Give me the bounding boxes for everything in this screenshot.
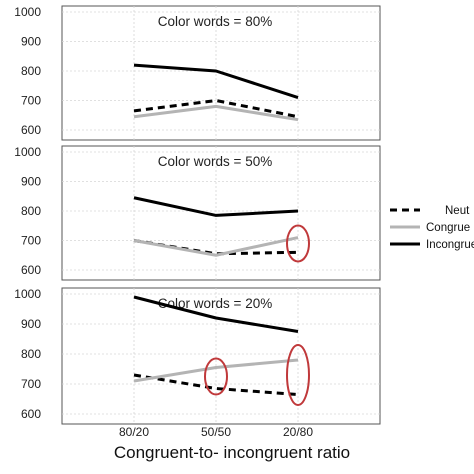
panel-title: Color words = 50% [158,154,272,169]
y-tick-label: 900 [21,175,41,189]
y-tick-label: 1000 [14,145,41,159]
highlight-ellipse [286,344,310,406]
chart-panel: 600 700 800 900 1000 Color words = 20% [14,287,381,425]
series-line [133,99,299,119]
series-line [133,236,299,257]
series-line [133,63,299,99]
x-tick-label: 20/80 [283,425,313,439]
y-tick-label: 800 [21,64,41,78]
y-tick-label: 800 [21,347,41,361]
chart-panels: 600 700 800 900 1000 Color words = 80% 600 700 8… [14,5,381,439]
panel-frame [61,145,381,281]
series-line [133,196,299,217]
x-tick-label: 80/20 [119,425,149,439]
y-tick-label: 1000 [14,5,41,19]
chart-panel: 600 700 800 900 1000 Color words = 50% [14,145,381,281]
y-tick-label: 600 [21,123,41,137]
chart-legend: Neut Congrue Incongrue [390,205,474,251]
y-tick-label: 900 [21,35,41,49]
legend-label: Congrue [426,222,470,234]
y-tick-label: 900 [21,317,41,331]
y-tick-label: 700 [21,234,41,248]
y-tick-label: 1000 [14,287,41,301]
panel-frame [61,287,381,425]
y-tick-label: 600 [21,263,41,277]
x-tick-label: 50/50 [201,425,231,439]
series-line [133,295,299,333]
series-line [133,373,299,396]
panel-title: Color words = 80% [158,14,272,29]
legend-label: Incongrue [426,239,474,251]
y-tick-label: 700 [21,94,41,108]
series-line [133,358,299,383]
y-tick-label: 700 [21,377,41,391]
x-axis-label: Congruent-to- incongruent ratio [114,443,350,462]
panel-title: Color words = 20% [158,296,272,311]
panel-frame [61,5,381,141]
chart-panel: 600 700 800 900 1000 Color words = 80% [14,5,381,141]
highlight-ellipse [286,224,310,263]
y-tick-label: 800 [21,204,41,218]
series-line [133,104,299,122]
y-tick-label: 600 [21,407,41,421]
legend-label: Neut [445,205,470,217]
highlight-ellipse [204,357,228,396]
